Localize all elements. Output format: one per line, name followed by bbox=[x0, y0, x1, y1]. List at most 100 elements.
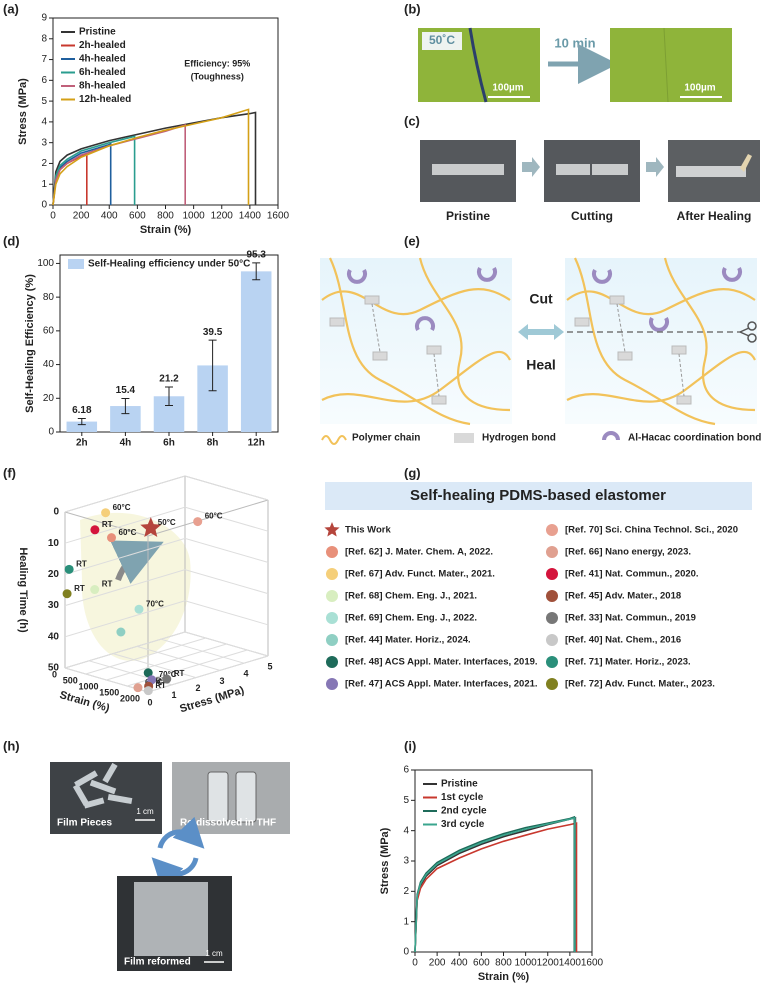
point bbox=[162, 674, 172, 684]
y-tick-label: 60 bbox=[43, 325, 55, 336]
y-tick-label: 6 bbox=[41, 75, 47, 86]
series-line bbox=[414, 815, 576, 953]
annotation: (Toughness) bbox=[191, 71, 244, 81]
x-tick-label: 12h bbox=[248, 438, 265, 449]
legend-label: 4h-healed bbox=[79, 54, 126, 65]
x-tick-label: 0 bbox=[50, 211, 56, 222]
y-tick-label: 5 bbox=[267, 661, 272, 671]
grid-line bbox=[136, 645, 221, 671]
legend-label: [Ref. 68] Chem. Eng. J., 2021. bbox=[345, 591, 477, 602]
panel-h: Film Pieces 1 cm Re-dissolved in THF Fil… bbox=[50, 762, 290, 971]
x-tick-label: 1600 bbox=[581, 958, 604, 969]
label-box bbox=[422, 32, 462, 50]
value-label: 6.18 bbox=[72, 405, 92, 416]
legend-label: 1st cycle bbox=[441, 792, 484, 803]
box-edge bbox=[64, 511, 149, 537]
series-line bbox=[414, 822, 578, 953]
y-tick-label: 0 bbox=[403, 947, 409, 958]
point-label: RT bbox=[156, 676, 167, 685]
legend-label: 8h-healed bbox=[79, 81, 126, 92]
x-tick-label: 1200 bbox=[537, 958, 560, 969]
y-tick-label: 4 bbox=[243, 669, 248, 679]
action: Heal bbox=[526, 357, 556, 373]
legend-label: 2nd cycle bbox=[441, 806, 487, 817]
legend-marker bbox=[326, 656, 338, 668]
x-tick-label: 800 bbox=[495, 958, 512, 969]
panel-b: 50˚C 100µm 10 min 100µm bbox=[418, 27, 732, 103]
y-tick-label: 5 bbox=[403, 795, 409, 806]
bar bbox=[240, 271, 272, 432]
y-tick-label: 80 bbox=[43, 292, 55, 303]
legend-label: [Ref. 48] ACS Appl. Mater. Interfaces, 2… bbox=[345, 657, 538, 668]
legend-label: Hydrogen bond bbox=[482, 433, 556, 444]
y-tick-label: 0 bbox=[147, 697, 152, 707]
film-pieces bbox=[72, 762, 133, 809]
z-tick-label: 10 bbox=[48, 538, 60, 549]
y-tick-label: 4 bbox=[403, 825, 409, 836]
panel-label: (b) bbox=[404, 1, 421, 16]
point-label: 60°C bbox=[119, 528, 137, 537]
x-tick-label: 500 bbox=[63, 675, 78, 685]
double-arrow bbox=[518, 324, 564, 340]
panel-label: (d) bbox=[3, 233, 20, 248]
legend-label: 12h-healed bbox=[79, 94, 131, 105]
point bbox=[90, 585, 100, 595]
panel-label: (g) bbox=[404, 465, 421, 480]
point-label: RT bbox=[102, 580, 113, 589]
x-tick-label: 1400 bbox=[559, 958, 582, 969]
point-label: RT bbox=[102, 520, 113, 529]
x-tick-label: 1000 bbox=[78, 681, 98, 691]
panel-label: (f) bbox=[3, 465, 16, 480]
y-tick-label: 0 bbox=[41, 200, 47, 211]
point-label: RT bbox=[174, 669, 185, 678]
legend-label: [Ref. 72] Adv. Funct. Mater., 2023. bbox=[565, 679, 715, 690]
z-tick-label: 20 bbox=[48, 569, 60, 580]
film bbox=[432, 164, 504, 175]
y-axis-title: Stress (MPa) bbox=[17, 78, 29, 145]
point-label: RT bbox=[76, 559, 87, 568]
panel-c: Pristine Cutting After Healing bbox=[420, 140, 760, 223]
grid-line bbox=[64, 600, 269, 638]
series-line bbox=[414, 816, 576, 953]
legend-label: [Ref. 67] Adv. Funct. Mater., 2021. bbox=[345, 569, 495, 580]
legend-label: 6h-healed bbox=[79, 67, 126, 78]
legend-label: [Ref. 62] J. Mater. Chem. A, 2022. bbox=[345, 547, 493, 558]
legend-label: 2h-healed bbox=[79, 40, 126, 51]
legend-swatch bbox=[602, 431, 620, 441]
coordination-bonds bbox=[347, 267, 742, 332]
y-tick-label: 3 bbox=[403, 856, 409, 867]
x-tick-label: 600 bbox=[129, 211, 146, 222]
cycle-arrow bbox=[157, 816, 205, 849]
panel-title: Self-healing PDMS-based elastomer bbox=[410, 487, 666, 504]
scissors bbox=[739, 321, 757, 343]
value-label: 95.3 bbox=[246, 250, 266, 261]
annotation: Efficiency: 95% bbox=[184, 58, 250, 68]
legend-label: This Work bbox=[345, 525, 391, 536]
y-tick-label: 5 bbox=[41, 96, 47, 107]
bar bbox=[66, 421, 98, 432]
grid-line bbox=[184, 631, 269, 657]
grid-line bbox=[64, 569, 269, 607]
x-tick-label: 800 bbox=[157, 211, 174, 222]
z-tick-label: 0 bbox=[53, 507, 59, 518]
grid-line bbox=[106, 643, 227, 681]
x-tick-label: 2000 bbox=[120, 693, 140, 703]
y-tick-label: 2 bbox=[41, 158, 47, 169]
legend-label: Pristine bbox=[441, 779, 478, 790]
error-bar bbox=[121, 397, 130, 415]
point bbox=[90, 525, 100, 535]
z-tick-label: 30 bbox=[48, 600, 60, 611]
x-tick-label: 4h bbox=[120, 438, 132, 449]
x-axis-title: Strain (%) bbox=[140, 224, 192, 236]
x-tick-label: 1500 bbox=[99, 687, 119, 697]
error-bar bbox=[77, 418, 86, 426]
legend-swatch bbox=[454, 433, 474, 443]
panel-label: (e) bbox=[404, 233, 420, 248]
cycle-arrow bbox=[151, 857, 199, 890]
grid-line bbox=[64, 631, 186, 669]
x-tick-label: 2h bbox=[76, 438, 88, 449]
y-tick-label: 1 bbox=[41, 179, 47, 190]
legend-label: [Ref. 69] Chem. Eng. J., 2022. bbox=[345, 613, 477, 624]
legend-label: [Ref. 45] Adv. Mater., 2018 bbox=[565, 591, 681, 602]
